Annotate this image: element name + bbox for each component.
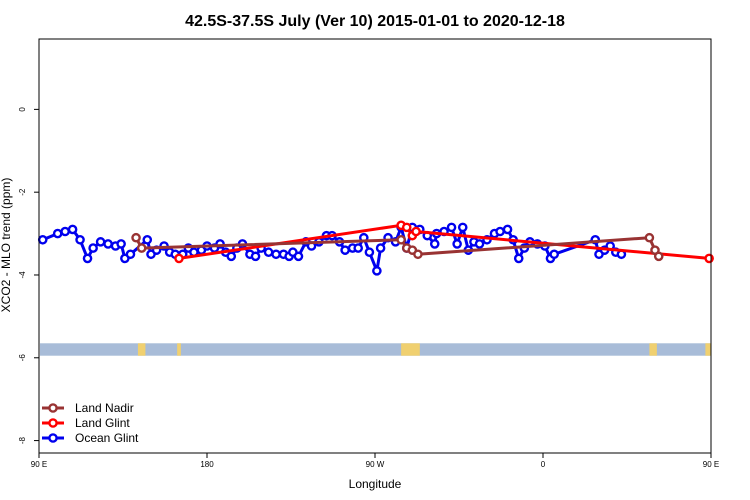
ocean-glint-point [452, 239, 462, 249]
land-glint-point [174, 253, 184, 264]
ocean-glint-point [75, 234, 85, 245]
ocean-glint-point [549, 249, 560, 260]
legend-land-glint-marker [48, 418, 58, 428]
land-nadir-point [644, 232, 655, 243]
land-segment [649, 343, 657, 356]
ocean-glint-point [474, 239, 485, 249]
ocean-glint-point [340, 245, 350, 255]
ocean-glint-point [446, 222, 457, 233]
ocean-glint-point [116, 239, 126, 249]
x-tick-label: 180 [200, 460, 214, 469]
y-tick-label: -6 [18, 354, 27, 362]
legend-land-nadir-label: Land Nadir [75, 401, 134, 415]
x-tick-label: 90 E [703, 460, 719, 469]
y-axis-label: XCO2 - MLO trend (ppm) [0, 178, 13, 313]
plot-series [37, 220, 714, 276]
ocean-glint-point [372, 266, 382, 276]
y-tick-label: 0 [18, 107, 27, 112]
legend-land-glint-label: Land Glint [75, 416, 130, 430]
ocean-glint-point [142, 234, 153, 245]
ocean-glint-point [495, 226, 505, 237]
land-nadir-point [396, 234, 406, 245]
ocean-glint-point [502, 224, 513, 235]
ocean-glint-point [125, 249, 136, 260]
x-axis-label: Longitude [349, 477, 402, 491]
land-nadir-point [136, 243, 147, 253]
chart-title: 42.5S-37.5S July (Ver 10) 2015-01-01 to … [185, 13, 565, 30]
ocean-glint-point [52, 228, 63, 239]
ocean-glint-point [271, 249, 281, 260]
ocean-glint-point [263, 247, 274, 258]
ocean-glint-point [82, 253, 93, 264]
land-segment [705, 343, 711, 356]
land-nadir-point [131, 232, 141, 243]
ocean-glint-point [429, 239, 440, 249]
ocean-glint-point [375, 243, 386, 253]
ocean-glint-point [293, 251, 304, 262]
ocean-glint-point [95, 237, 106, 247]
x-tick-label: 90 W [366, 460, 385, 469]
x-tick-label: 90 E [31, 460, 47, 469]
y-tick-label: -2 [18, 188, 27, 196]
land-glint-point [411, 226, 421, 237]
x-axis: 90 E 180 90 W 0 90 E [31, 453, 719, 469]
y-tick-label: -4 [18, 271, 27, 279]
ocean-glint-point [364, 247, 375, 258]
land-nadir-point [653, 251, 664, 262]
land-glint-point [704, 253, 714, 264]
land-segment [137, 343, 146, 356]
land-nadir-point [413, 249, 423, 260]
ocean-band [40, 343, 710, 356]
land-glint-line [178, 223, 710, 260]
ocean-glint-point [103, 239, 113, 249]
land-segment [177, 343, 181, 356]
land-glint-point [401, 222, 412, 233]
ocean-glint-point [37, 234, 48, 245]
ocean-glint-point [67, 224, 78, 235]
ocean-glint-point [457, 222, 468, 233]
legend-ocean-glint-label: Ocean Glint [75, 431, 139, 445]
y-axis: 0 -2 -4 -6 -8 [18, 107, 39, 444]
ocean-glint-point [60, 226, 70, 237]
ocean-glint-point [250, 251, 261, 262]
ocean-glint-point [88, 243, 98, 253]
land-segment [401, 343, 420, 356]
y-tick-label: -8 [18, 436, 27, 444]
x-tick-label: 0 [541, 460, 546, 469]
ocean-glint-point [513, 253, 524, 264]
land-ocean-band [40, 343, 711, 356]
legend-land-nadir-marker [48, 403, 58, 413]
legend-ocean-glint-marker [48, 433, 58, 443]
ocean-glint-point [353, 243, 364, 253]
ocean-glint-point [226, 251, 237, 262]
